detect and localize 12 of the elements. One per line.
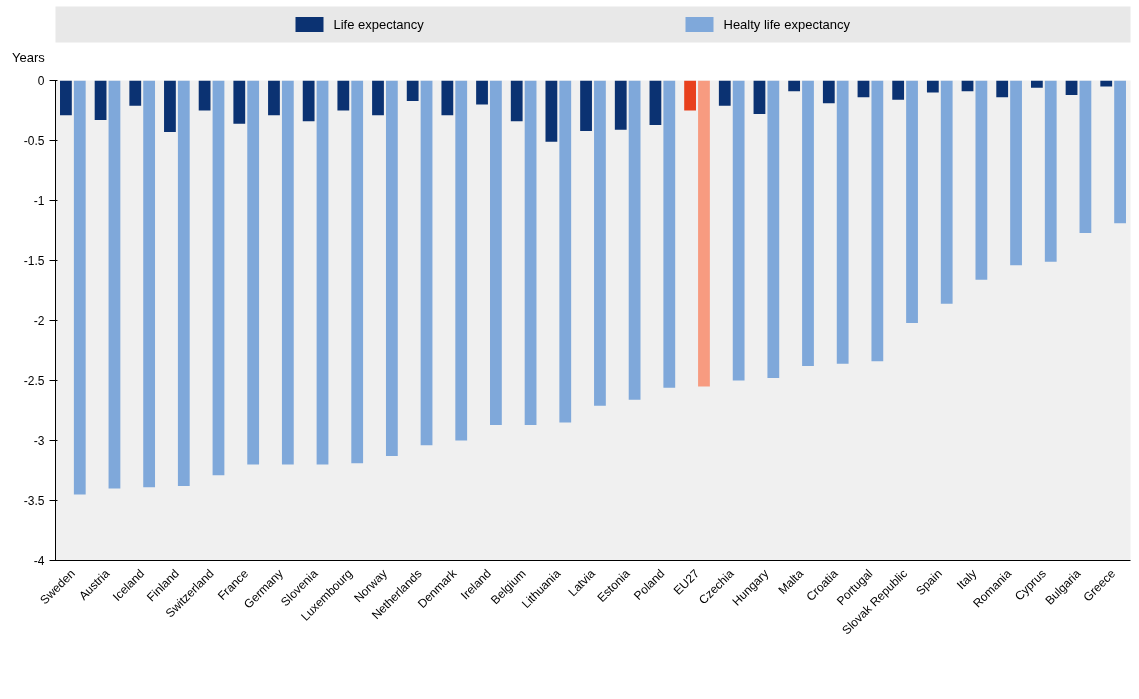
y-tick-label: -3.5 [23, 494, 45, 508]
y-tick-label: -4 [33, 554, 45, 568]
y-axis-title: Years [12, 49, 45, 67]
y-tick-label: -0.5 [23, 134, 45, 148]
legend-label: Life expectancy [333, 17, 425, 32]
y-tick-label: -2.5 [23, 374, 45, 388]
y-tick-label: -1 [33, 194, 45, 208]
y-tick-label: -3 [33, 434, 45, 448]
y-tick-label: 0 [37, 74, 45, 88]
legend-label: Healty life expectancy [723, 17, 851, 32]
y-tick-label: -2 [33, 314, 45, 328]
y-tick-label: -1.5 [23, 254, 45, 268]
